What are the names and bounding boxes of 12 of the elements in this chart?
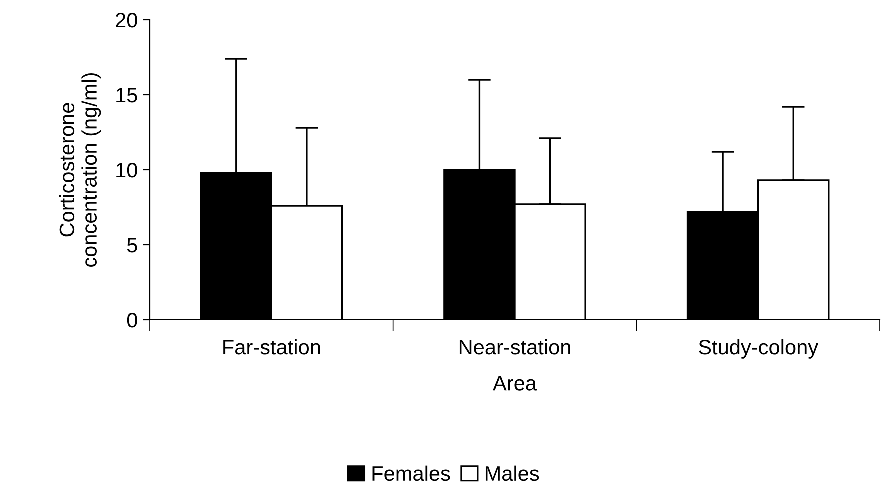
x-tick-label: Study-colony	[699, 339, 819, 359]
y-axis-title: Corticosterone concentration (ng/ml)	[59, 73, 102, 267]
y-tick-label: 5	[127, 238, 138, 253]
y-tick-label: 0	[127, 313, 138, 328]
legend-label: Females	[372, 466, 450, 482]
y-tick-label: 10	[116, 163, 138, 178]
legend-label: Males	[486, 466, 540, 482]
x-tick-label: Far-station	[224, 339, 320, 355]
y-tick-label: 15	[116, 88, 138, 103]
x-tick-label: Near-station	[460, 339, 570, 355]
y-tick-label: 20	[116, 13, 138, 28]
x-axis-title: Area	[493, 376, 538, 391]
